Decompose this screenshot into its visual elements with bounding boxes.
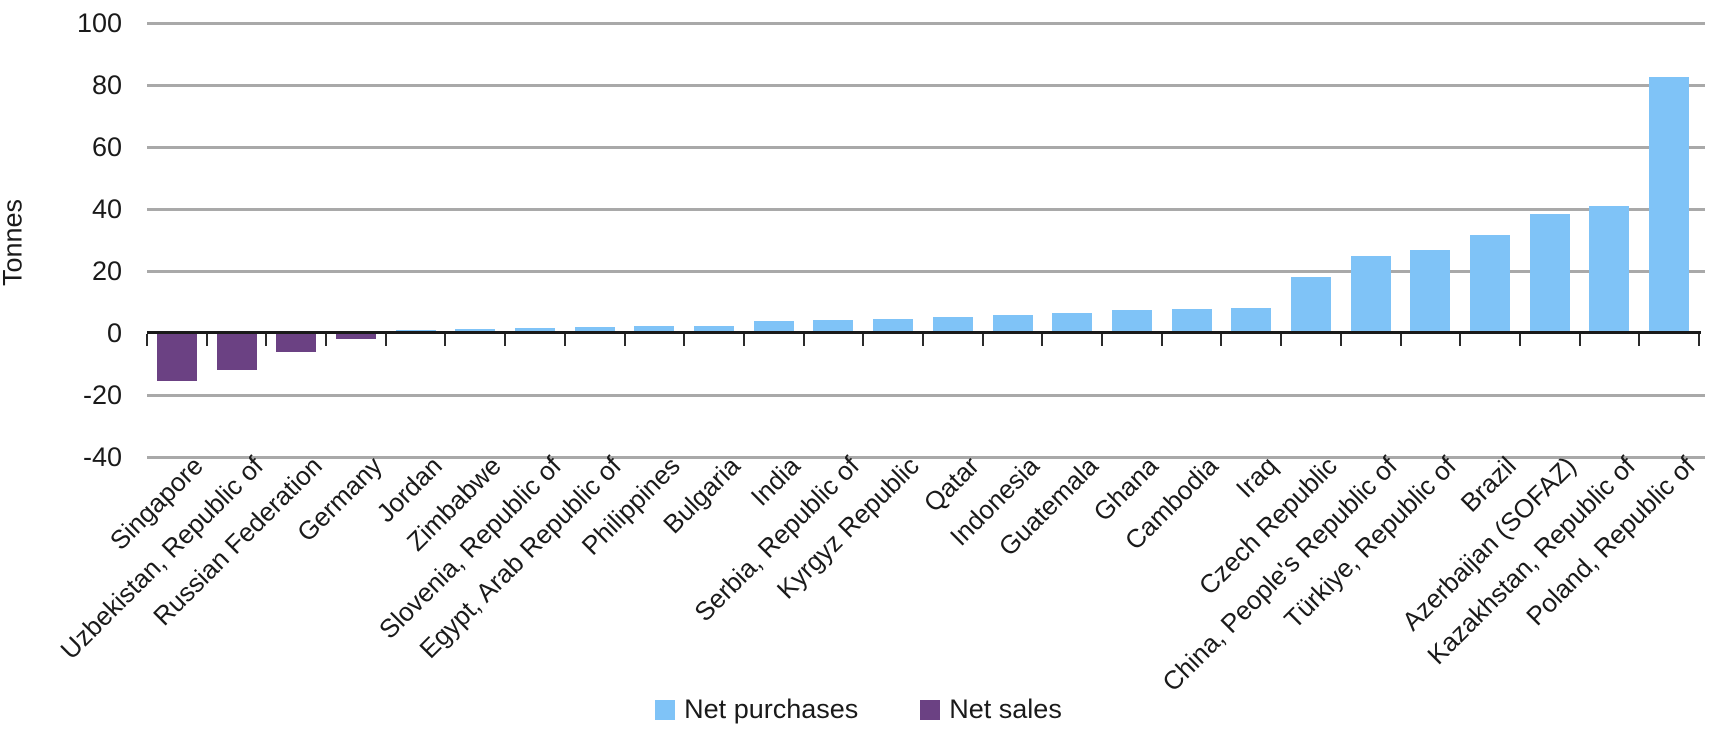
x-tick-mark [563, 334, 566, 346]
legend: Net purchases Net sales [0, 694, 1717, 725]
bar-indonesia [992, 315, 1033, 333]
x-tick-mark [623, 334, 626, 346]
x-tick-mark [1160, 334, 1163, 346]
bar-kyrgyz-republic [873, 319, 914, 333]
x-tick-mark [742, 334, 745, 346]
legend-label: Net purchases [684, 694, 859, 724]
legend-label: Net sales [949, 694, 1062, 724]
gridline-20 [147, 270, 1705, 273]
bar-uzbekistan-republic-of [216, 333, 257, 371]
legend-item-net-sales: Net sales [920, 694, 1062, 725]
x-tick-mark [1101, 334, 1104, 346]
y-tick-label-60: 60 [91, 132, 122, 162]
bar-cambodia [1171, 309, 1212, 333]
gridline--40 [147, 456, 1705, 459]
legend-swatch-icon [920, 699, 941, 720]
x-tick-mark [384, 334, 387, 346]
x-tick-mark [1698, 334, 1700, 346]
x-tick-mark [922, 334, 924, 346]
bar-slovenia-republic-of [515, 328, 555, 333]
bar-guatemala [1052, 313, 1093, 333]
y-tick-label--20: -20 [82, 380, 122, 410]
bar-poland-republic-of [1649, 77, 1690, 333]
y-tick-label-20: 20 [91, 256, 122, 286]
bar-singapore [156, 333, 197, 382]
legend-swatch-icon [655, 699, 676, 720]
x-tick-mark [1638, 334, 1641, 346]
bar-philippines [634, 326, 675, 333]
x-tick-mark [504, 334, 507, 346]
x-tick-mark [1280, 334, 1283, 346]
bar-russian-federation [276, 333, 317, 352]
bar-germany [335, 333, 376, 340]
x-tick-mark [1459, 334, 1462, 346]
x-tick-mark [325, 334, 328, 346]
x-tick-mark [802, 334, 805, 346]
x-tick-mark [981, 334, 984, 346]
bar-serbia-republic-of [813, 320, 854, 333]
x-axis-line [147, 331, 1701, 334]
x-tick-mark [1578, 334, 1581, 346]
x-tick-mark [1220, 334, 1223, 346]
bar-ghana [1111, 310, 1152, 333]
y-tick-label-0: 0 [106, 318, 122, 348]
y-axis-title: Tonnes [0, 198, 28, 287]
x-tick-mark [444, 334, 447, 346]
bar-brazil [1470, 235, 1511, 333]
y-tick-label-80: 80 [91, 70, 122, 100]
bar-iraq [1231, 307, 1272, 333]
bar-t-rkiye-republic-of [1410, 249, 1451, 333]
gridline-60 [147, 146, 1705, 149]
x-tick-mark [1041, 334, 1044, 346]
x-tick-mark [1399, 334, 1402, 346]
x-tick-mark [265, 334, 268, 346]
x-tick-mark [205, 334, 208, 346]
y-tick-label--40: -40 [82, 442, 122, 472]
bar-india [753, 320, 794, 333]
x-tick-mark [862, 334, 865, 346]
y-tick-label-40: 40 [91, 194, 122, 224]
x-tick-mark [683, 334, 686, 346]
bar-egypt-arab-republic-of [574, 326, 615, 333]
legend-item-net-purchases: Net purchases [655, 694, 858, 725]
x-tick-mark [1339, 334, 1342, 346]
bar-kazakhstan-republic-of [1589, 205, 1630, 333]
bar-china-people-s-republic-of [1350, 256, 1391, 333]
gridline-40 [147, 208, 1705, 211]
bar-azerbaijan-sofaz [1529, 213, 1570, 333]
x-tick-mark [146, 334, 148, 346]
gridline-80 [147, 84, 1705, 87]
gridline-100 [147, 22, 1705, 25]
bar-bulgaria [694, 325, 735, 333]
gridline--20 [147, 394, 1705, 397]
bar-czech-republic [1291, 277, 1331, 333]
bar-qatar [932, 316, 973, 333]
x-tick-mark [1518, 334, 1521, 346]
y-tick-label-100: 100 [76, 8, 122, 38]
